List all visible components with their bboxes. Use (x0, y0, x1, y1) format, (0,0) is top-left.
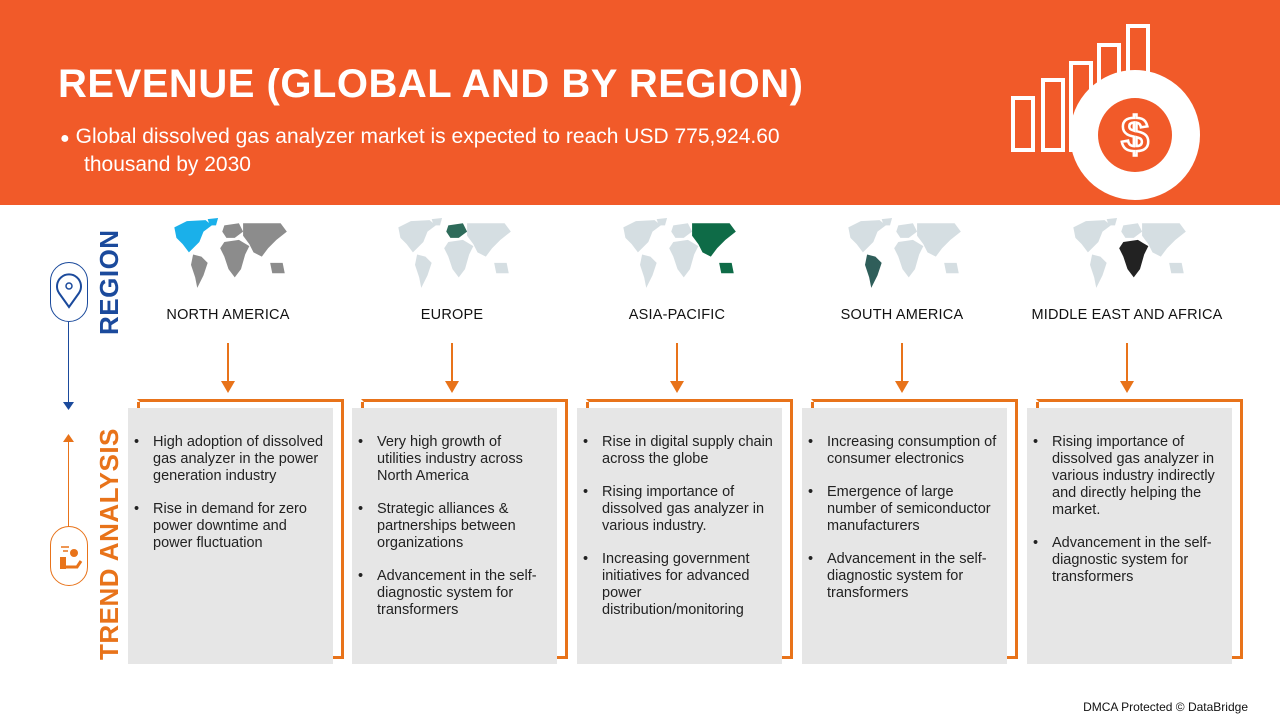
trend-item: High adoption of dissolved gas analyzer … (134, 434, 325, 485)
page-title: REVENUE (GLOBAL AND BY REGION) (58, 62, 804, 106)
trend-item: Increasing consumption of consumer elect… (808, 434, 999, 468)
up-arrow-icon (63, 434, 74, 442)
continent-mea (668, 239, 698, 278)
bullet: ● (60, 130, 70, 147)
down-arrow-icon (221, 343, 235, 393)
trend-connector-line (68, 441, 69, 527)
region-column: SOUTH AMERICA (792, 212, 1012, 323)
continent-eu (445, 223, 467, 238)
subtitle: ● Global dissolved gas analyzer market is… (60, 124, 940, 178)
continent-sa (414, 254, 432, 288)
subtitle-line-1: Global dissolved gas analyzer market is … (75, 125, 780, 148)
continent-eu (221, 223, 243, 238)
continent-ap (691, 223, 736, 274)
trend-item: Advancement in the self-diagnostic syste… (808, 551, 999, 602)
trend-item: Rise in demand for zero power downtime a… (134, 501, 325, 552)
trend-item: Advancement in the self-diagnostic syste… (1033, 535, 1224, 586)
continent-na (1072, 218, 1117, 253)
region-column: EUROPE (342, 212, 562, 323)
trend-item: Increasing government initiatives for ad… (583, 551, 774, 619)
continent-sa (190, 254, 208, 288)
region-name: ASIA-PACIFIC (628, 307, 726, 323)
continent-eu (1120, 223, 1142, 238)
trend-box: High adoption of dissolved gas analyzer … (128, 408, 333, 664)
region-name: EUROPE (420, 307, 484, 323)
trend-item: Rising importance of dissolved gas analy… (583, 484, 774, 535)
trend-item: Rising importance of dissolved gas analy… (1033, 434, 1224, 519)
down-arrow-icon (895, 343, 909, 393)
trend-item: Very high growth of utilities industry a… (358, 434, 549, 485)
region-column: NORTH AMERICA (118, 212, 338, 323)
down-arrow-icon (445, 343, 459, 393)
down-arrow-icon (670, 343, 684, 393)
trend-box: Very high growth of utilities industry a… (352, 408, 557, 664)
continent-ap (242, 223, 287, 274)
continent-na (622, 218, 667, 253)
trend-box: Rising importance of dissolved gas analy… (1027, 408, 1232, 664)
world-map-icon (173, 218, 287, 288)
trend-item: Rise in digital supply chain across the … (583, 434, 774, 468)
revenue-bar-chart-dollar-icon: $ (1011, 24, 1200, 200)
svg-text:$: $ (1121, 107, 1149, 163)
region-name: MIDDLE EAST AND AFRICA (1031, 307, 1223, 323)
footer-copyright: DMCA Protected © DataBridge (1083, 700, 1248, 714)
region-name: SOUTH AMERICA (840, 307, 964, 323)
trend-item: Strategic alliances & partnerships betwe… (358, 501, 549, 552)
continent-mea (443, 239, 473, 278)
world-map-icon (622, 218, 736, 288)
continent-ap (1141, 223, 1186, 274)
continent-ap (466, 223, 511, 274)
trend-analysis-side-label: TREND ANALYSIS (94, 428, 124, 660)
continent-sa (639, 254, 657, 288)
header-banner: REVENUE (GLOBAL AND BY REGION) ● Global d… (0, 0, 1280, 205)
trend-list: Rise in digital supply chain across the … (583, 434, 774, 619)
trend-list: Rising importance of dissolved gas analy… (1033, 434, 1224, 586)
trend-item: Advancement in the self-diagnostic syste… (358, 568, 549, 619)
trend-list: Increasing consumption of consumer elect… (808, 434, 999, 602)
continent-mea (893, 239, 923, 278)
trend-list: High adoption of dissolved gas analyzer … (134, 434, 325, 552)
trend-item: Emergence of large number of semiconduct… (808, 484, 999, 535)
continent-eu (670, 223, 692, 238)
region-column: MIDDLE EAST AND AFRICA (1017, 212, 1237, 323)
world-map-icon (1072, 218, 1186, 288)
continent-mea (1118, 239, 1148, 278)
continent-na (847, 218, 892, 253)
hand-with-coin-icon (50, 526, 88, 586)
region-name: NORTH AMERICA (166, 307, 290, 323)
continent-na (397, 218, 442, 253)
world-map-icon (397, 218, 511, 288)
subtitle-line-2: thousand by 2030 (84, 153, 251, 176)
continent-sa (1089, 254, 1107, 288)
down-arrow-icon (1120, 343, 1134, 393)
trend-box: Increasing consumption of consumer elect… (802, 408, 1007, 664)
trend-list: Very high growth of utilities industry a… (358, 434, 549, 619)
continent-na (173, 218, 218, 253)
region-connector-line (68, 322, 69, 404)
region-column: ASIA-PACIFIC (567, 212, 787, 323)
continent-mea (219, 239, 249, 278)
continent-sa (864, 254, 882, 288)
location-pin-icon (50, 262, 88, 322)
continent-eu (895, 223, 917, 238)
world-map-icon (847, 218, 961, 288)
down-arrow-icon (63, 402, 74, 410)
trend-box: Rise in digital supply chain across the … (577, 408, 782, 664)
continent-ap (916, 223, 961, 274)
